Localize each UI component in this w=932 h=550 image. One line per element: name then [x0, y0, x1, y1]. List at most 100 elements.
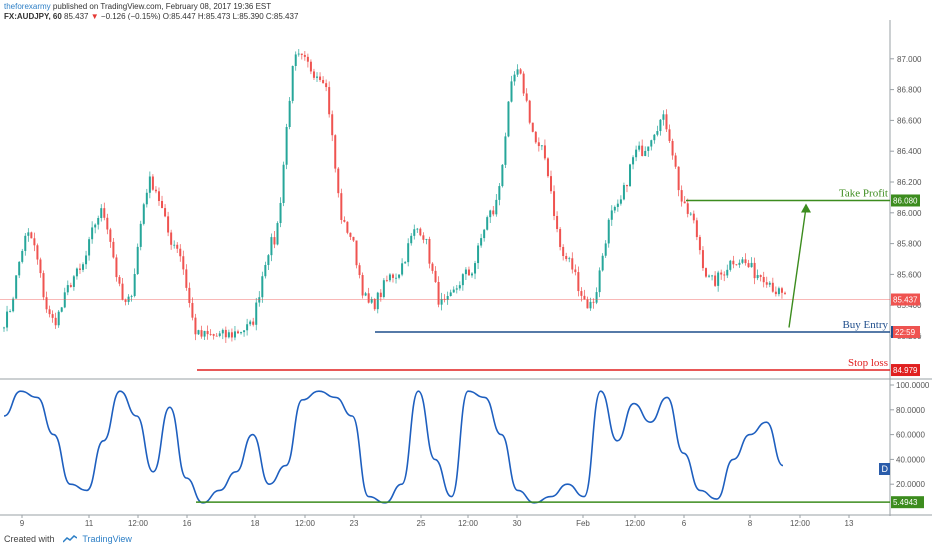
candle-body — [784, 292, 786, 294]
candle-body — [698, 237, 701, 251]
candle-body — [352, 236, 355, 241]
candle-body — [434, 270, 437, 282]
tradingview-brand[interactable]: TradingView — [82, 534, 132, 544]
price-tick-label: 86.800 — [897, 86, 922, 95]
candle-body — [376, 292, 379, 310]
candle-body — [446, 295, 449, 300]
candle-body — [118, 277, 121, 284]
candle-body — [528, 100, 531, 123]
candle-body — [449, 292, 452, 296]
candle-body — [568, 258, 571, 260]
time-tick-label: 23 — [350, 519, 359, 528]
candle-body — [510, 81, 513, 102]
candle-body — [261, 276, 264, 298]
candle-body — [337, 168, 340, 194]
candle-body — [36, 245, 39, 260]
candle-body — [589, 301, 592, 309]
candle-body — [27, 232, 30, 236]
candle-body — [200, 330, 203, 337]
oscillator-level-badge — [891, 496, 924, 509]
candle-body — [300, 53, 303, 55]
candle-body — [6, 311, 9, 328]
candle-body — [428, 238, 431, 264]
candle-body — [741, 259, 744, 263]
candle-body — [619, 199, 622, 204]
candle-body — [534, 131, 537, 143]
candle-body — [598, 270, 601, 293]
candle-body — [230, 332, 233, 338]
candle-body — [489, 210, 492, 218]
candle-body — [562, 246, 565, 257]
candle-body — [610, 210, 613, 220]
candle-body — [9, 311, 12, 313]
candle-body — [97, 218, 100, 225]
time-tick-label: 12:00 — [128, 519, 149, 528]
candle-body — [425, 238, 428, 240]
candle-body — [30, 232, 33, 239]
candle-body — [303, 54, 306, 57]
oscillator-line — [3, 390, 784, 504]
candle-body — [185, 269, 188, 288]
candle-body — [18, 261, 21, 276]
oscillator-tick-label: 40.0000 — [896, 455, 925, 464]
candle-body — [522, 73, 525, 94]
price-tick-label: 85.400 — [897, 301, 922, 310]
candle-body — [297, 53, 300, 55]
candle-body — [364, 293, 367, 296]
candle-body — [556, 215, 559, 230]
candle-body — [607, 219, 610, 244]
candle-body — [51, 314, 54, 318]
author-name[interactable]: theforexarmy — [4, 2, 51, 11]
candle-body — [273, 237, 276, 245]
candle-body — [525, 93, 528, 101]
chart-canvas[interactable]: 87.000 86.800 86.600 86.400 86.200 86.000 85.8… — [0, 0, 932, 530]
candle-body — [780, 288, 783, 293]
candle-body — [334, 135, 337, 169]
time-tick-label: 9 — [20, 519, 25, 528]
take-profit-price-badge — [891, 194, 920, 207]
candle-body — [662, 114, 665, 120]
candle-body — [714, 275, 717, 286]
candle-body — [252, 321, 255, 325]
candle-body — [203, 330, 206, 337]
stop-loss-label: Stop loss — [848, 357, 888, 369]
candle-body — [625, 185, 628, 187]
candle-body — [75, 268, 78, 277]
candle-body — [613, 206, 616, 211]
symbol-label: FX:AUDJPY, 60 — [4, 12, 62, 21]
candle-body — [85, 255, 88, 265]
candle-body — [747, 263, 750, 268]
candle-body — [115, 257, 118, 278]
candle-body — [312, 71, 315, 78]
candle-body — [583, 295, 586, 300]
candle-body — [346, 221, 349, 233]
candle-body — [385, 280, 388, 282]
stop-loss-price-badge — [891, 364, 920, 377]
candle-body — [413, 229, 416, 236]
candle-body — [233, 331, 236, 338]
candle-body — [437, 281, 440, 305]
time-tick-label: 12:00 — [790, 519, 811, 528]
candle-body — [145, 192, 148, 205]
candle-body — [382, 280, 385, 298]
candle-body — [501, 164, 504, 187]
last-price-badge — [891, 293, 920, 306]
candle-body — [176, 244, 179, 249]
candle-body — [21, 250, 24, 262]
candle-body — [264, 264, 267, 277]
candle-body — [486, 217, 489, 230]
candle-body — [762, 276, 765, 283]
candle-body — [674, 155, 677, 167]
candle-body — [756, 275, 759, 279]
candle-body — [708, 275, 711, 277]
candle-body — [483, 229, 486, 239]
candle-body — [768, 282, 771, 285]
candle-body — [182, 256, 185, 270]
candles — [3, 49, 786, 343]
buy-entry-label: Buy Entry — [842, 319, 888, 331]
candle-body — [744, 259, 747, 264]
candle-body — [161, 200, 164, 209]
candle-body — [316, 76, 319, 78]
time-tick-label: 12:00 — [458, 519, 479, 528]
candle-body — [665, 114, 668, 130]
